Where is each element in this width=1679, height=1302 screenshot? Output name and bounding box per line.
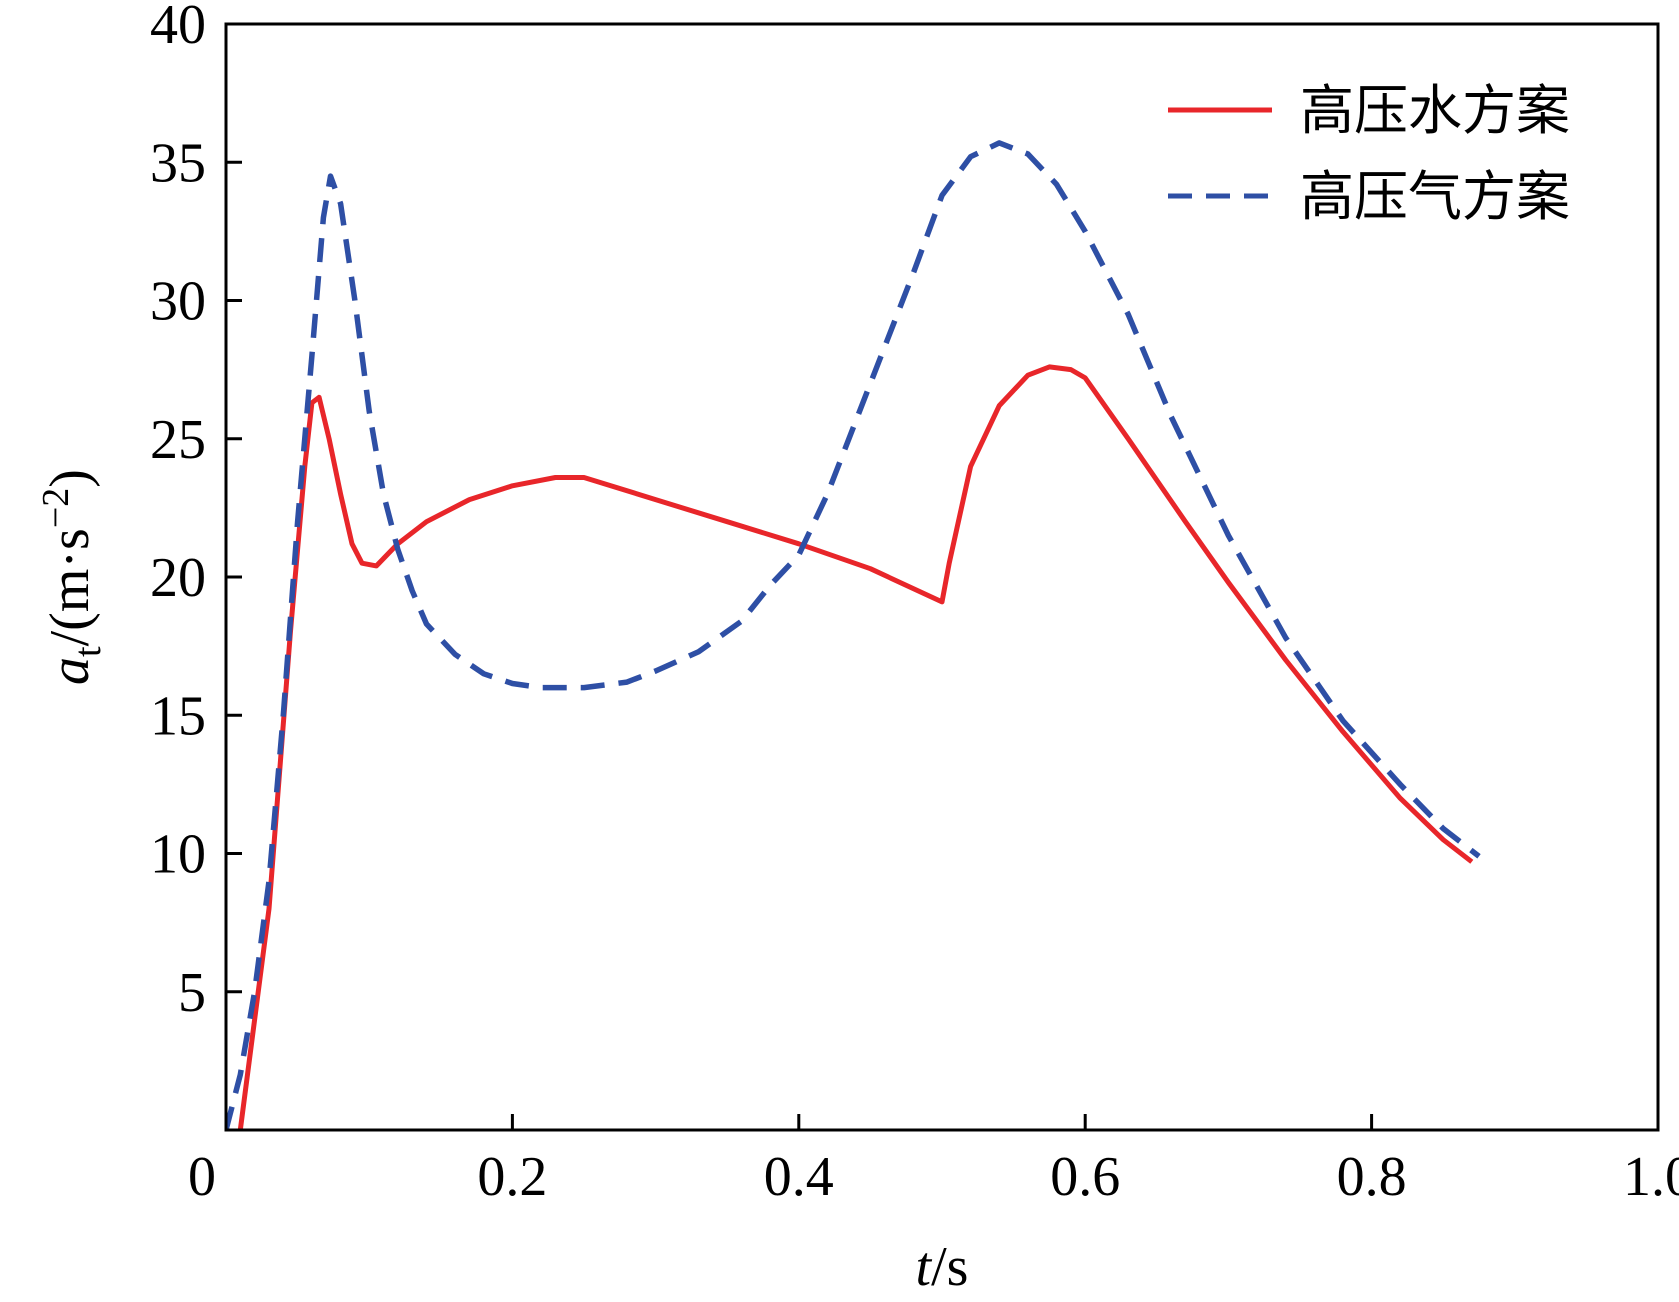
axis-ticks: [226, 160, 1374, 1130]
y-axis-label-sub: t: [67, 646, 109, 657]
legend-label-2: 高压气方案: [1300, 165, 1570, 228]
x-tick-label: 0: [188, 1146, 216, 1208]
series-line-1: [237, 364, 1474, 1130]
y-axis-label-unit: /(m·s: [39, 528, 101, 646]
x-tick-label: 0.4: [764, 1146, 834, 1208]
x-axis-label-var: t: [916, 1236, 933, 1298]
y-tick-label: 30: [150, 271, 206, 333]
y-axis-label-close: ): [39, 469, 101, 488]
y-tick-label: 25: [150, 409, 206, 471]
y-tick-label: 10: [150, 824, 206, 886]
series-lines: [226, 140, 1481, 1130]
y-tick-label: 15: [150, 685, 206, 747]
x-tick-label: 0.8: [1337, 1146, 1407, 1208]
series-line-2: [226, 140, 1481, 1130]
x-axis-label: t/s: [916, 1236, 969, 1298]
x-axis-label-unit: /s: [931, 1236, 968, 1298]
tick-labels: 0 0.2 0.4 0.6 0.8 1.0 5 10 15 20 25 30 35 40: [150, 0, 1679, 1208]
x-tick-label: 0.2: [477, 1146, 547, 1208]
y-axis-label-exp: −2: [35, 488, 77, 528]
y-axis-label-var: a: [39, 657, 101, 685]
y-tick-label: 5: [178, 962, 206, 1024]
y-axis-label: at/(m·s−2): [35, 469, 109, 685]
y-tick-label: 35: [150, 132, 206, 194]
x-tick-label: 1.0: [1623, 1146, 1679, 1208]
x-tick-label: 0.6: [1050, 1146, 1120, 1208]
y-tick-label: 20: [150, 547, 206, 609]
legend-label-1: 高压水方案: [1300, 79, 1570, 142]
y-tick-label: 40: [150, 0, 206, 56]
